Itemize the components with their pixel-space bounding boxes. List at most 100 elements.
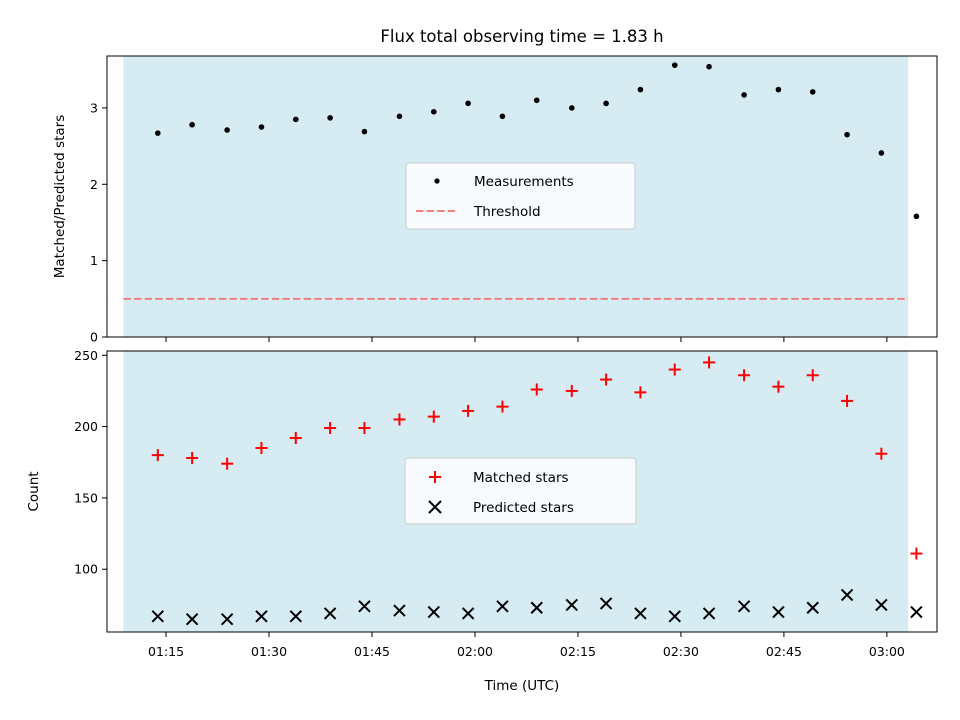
x-tick-label: 02:45 — [766, 644, 802, 659]
top-legend-box — [405, 162, 636, 230]
measurement-point — [706, 63, 712, 70]
predicted-star-point — [702, 607, 716, 620]
bottom-panel-y-axis-label: Count — [26, 471, 42, 511]
matched-stars-legend-label: Matched stars — [473, 470, 569, 486]
measurement-point — [396, 113, 403, 120]
measurement-point — [568, 105, 575, 111]
predicted-star-point — [599, 597, 613, 610]
predicted-star-point — [323, 607, 337, 620]
top-panel-y-axis-label: Matched/Predicted stars — [52, 115, 68, 278]
bottom-panel-x-ticks: 01:15 01:30 01:45 02:00 02:15 02:30 02:45 03:00 — [148, 632, 905, 659]
measurements-legend-label: Measurements — [474, 174, 574, 190]
measurement-point — [637, 86, 644, 93]
measurement-point — [258, 124, 265, 130]
matched-star-point — [600, 373, 613, 386]
predicted-star-point — [427, 605, 440, 619]
predicted-star-point — [496, 600, 509, 613]
matched-star-point — [255, 441, 268, 454]
measurement-point — [913, 213, 920, 220]
matched-star-point — [530, 383, 543, 396]
measurement-point — [292, 116, 299, 123]
matched-star-point — [772, 380, 785, 393]
y-tick-label: 250 — [74, 348, 98, 363]
matched-star-point — [806, 369, 819, 382]
measurement-point — [361, 128, 368, 135]
matched-star-point — [841, 394, 854, 407]
y-tick-label: 2 — [90, 177, 98, 192]
x-tick-label: 01:15 — [148, 644, 184, 659]
predicted-stars-points — [151, 588, 923, 626]
predicted-star-point — [840, 588, 854, 602]
measurement-point — [465, 100, 471, 107]
measurement-point — [809, 89, 816, 95]
top-panel-x-ticks — [165, 337, 888, 342]
top-panel-legend: Measurements Threshold — [405, 162, 636, 230]
predicted-star-point — [151, 610, 165, 623]
predicted-star-point — [530, 601, 543, 614]
predicted-star-point — [565, 598, 578, 612]
matched-star-point — [738, 369, 751, 382]
top-panel-frame — [106, 55, 938, 338]
predicted-star-point — [358, 600, 371, 613]
matched-star-point — [565, 384, 578, 397]
matched-star-point — [703, 356, 716, 369]
threshold-legend-label: Threshold — [473, 204, 541, 220]
matched-stars-points — [151, 356, 923, 560]
predicted-star-point — [289, 610, 302, 623]
measurements-legend-marker — [434, 178, 440, 184]
predicted-stars-legend-marker — [428, 500, 442, 514]
matched-star-point — [668, 363, 681, 376]
bottom-panel-y-ticks: 100 150 200 250 — [74, 348, 107, 577]
measurements-points — [155, 62, 920, 220]
predicted-star-point — [668, 610, 681, 623]
measurement-point — [430, 108, 437, 115]
predicted-stars-legend-label: Predicted stars — [473, 500, 574, 516]
measurement-point — [189, 121, 195, 128]
measurement-point — [878, 150, 885, 156]
chart-title: Flux total observing time = 1.83 h — [380, 27, 663, 46]
measurement-point — [327, 115, 333, 121]
matched-star-point — [221, 457, 234, 470]
measurement-point — [603, 100, 609, 107]
measurement-point — [775, 86, 782, 93]
x-axis-label: Time (UTC) — [484, 678, 560, 694]
y-tick-label: 0 — [90, 330, 98, 345]
predicted-star-point — [910, 605, 923, 619]
bottom-panel-legend: Matched stars Predicted stars — [404, 457, 637, 525]
y-tick-label: 200 — [74, 419, 98, 434]
matched-star-point — [324, 422, 337, 435]
bottom-panel: 100 150 200 250 01:15 01:30 01:45 02:00 02:15 02… — [26, 348, 938, 694]
measurement-point — [671, 62, 678, 68]
predicted-star-point — [393, 604, 406, 617]
matched-star-point — [496, 400, 509, 413]
bottom-legend-box — [404, 457, 637, 525]
matched-star-point — [875, 447, 888, 460]
predicted-star-point — [255, 610, 268, 623]
y-tick-label: 3 — [90, 100, 98, 115]
predicted-star-point — [220, 612, 234, 626]
top-panel-y-ticks: 0 1 2 3 — [90, 100, 107, 345]
matched-star-point — [186, 451, 199, 464]
x-tick-label: 01:30 — [251, 644, 287, 659]
predicted-star-point — [634, 607, 647, 620]
y-tick-label: 100 — [74, 562, 98, 577]
predicted-star-point — [772, 605, 785, 619]
matched-star-point — [634, 386, 647, 399]
x-tick-label: 01:45 — [354, 644, 390, 659]
measurement-point — [155, 130, 161, 136]
measurement-point — [533, 97, 540, 104]
matched-star-point — [289, 432, 302, 445]
predicted-star-point — [806, 601, 819, 614]
x-tick-label: 02:15 — [560, 644, 596, 659]
matched-star-point — [393, 413, 406, 426]
x-tick-label: 02:00 — [457, 644, 493, 659]
y-tick-label: 150 — [74, 490, 98, 505]
predicted-star-point — [461, 607, 475, 620]
y-tick-label: 1 — [90, 253, 98, 268]
x-tick-label: 03:00 — [869, 644, 905, 659]
bottom-panel-frame — [106, 350, 938, 633]
measurement-point — [499, 113, 506, 120]
predicted-star-point — [185, 612, 199, 626]
